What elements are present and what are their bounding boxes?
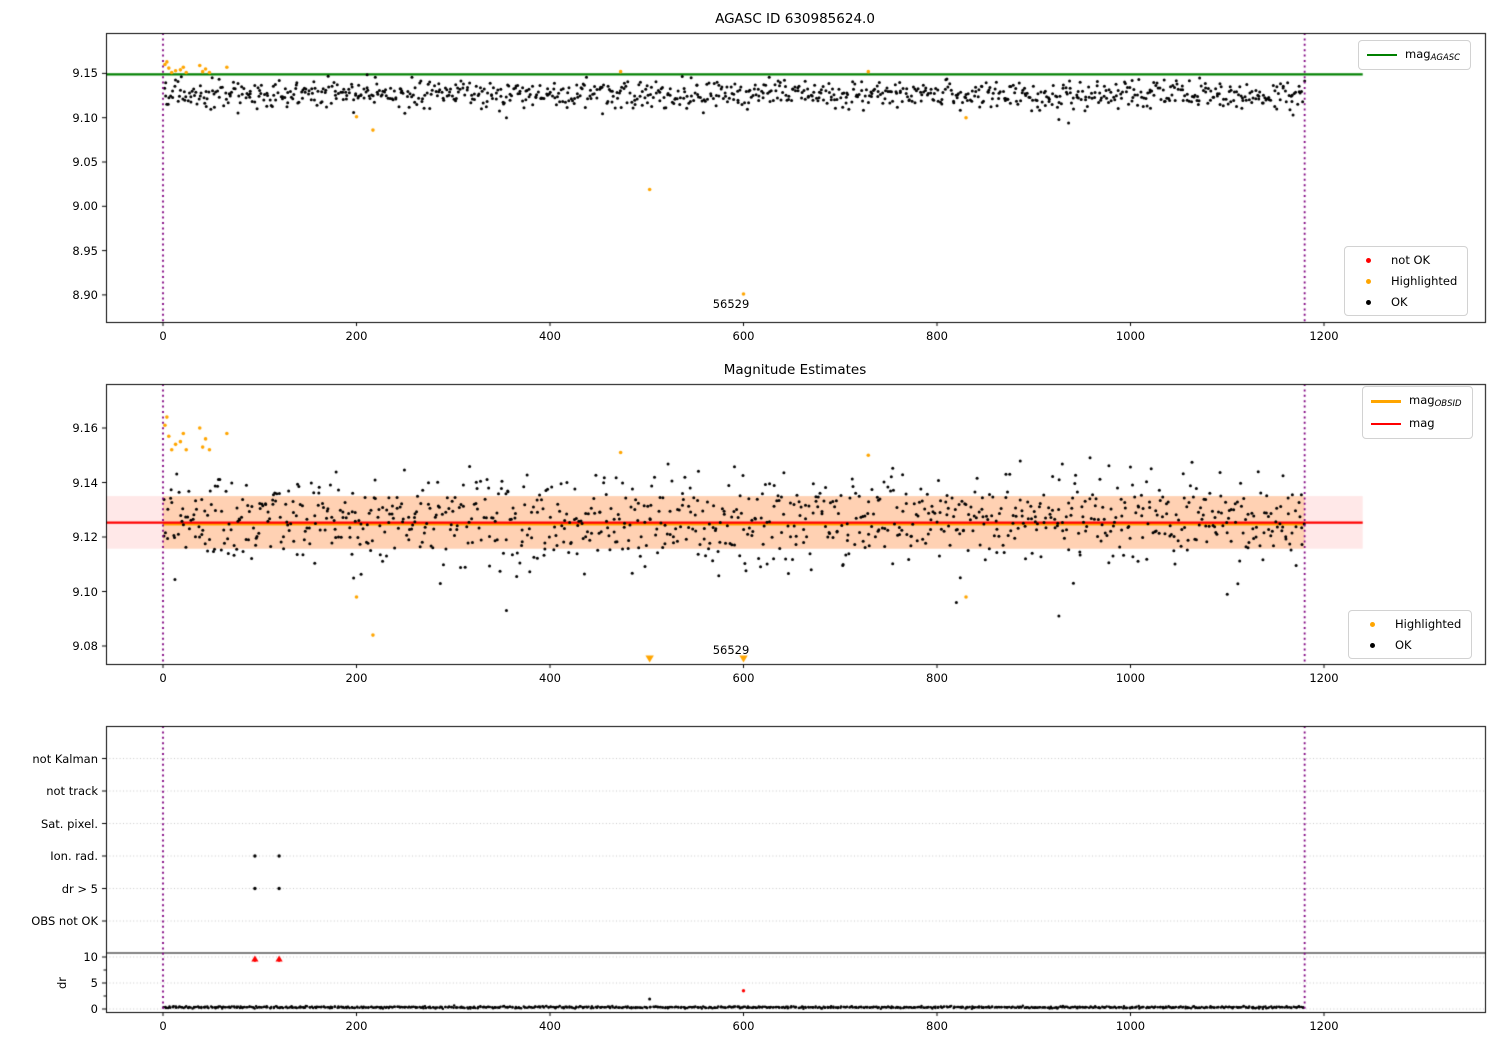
legend-label: magAGASC [1405,47,1461,63]
flag-tick-label: OBS not OK [31,914,98,928]
red-dot-swatch [1353,257,1383,263]
middle-plot-title: Magnitude Estimates [723,362,867,378]
y-tick-label: 8.95 [72,243,98,258]
x-tick-label: 1000 [1115,671,1146,685]
x-tick-label: 600 [732,329,755,343]
legend-item-highlighted: Highlighted [1357,617,1461,631]
y-tick-label: 9.15 [72,66,98,81]
flag-tick-label: not Kalman [32,751,98,766]
x-tick-label: 800 [926,671,948,685]
x-tick-label: 800 [926,329,948,343]
legend-mag-lines[interactable]: magOBSID mag [1362,386,1473,439]
black-dot-swatch [1353,299,1383,305]
y-tick-label: 8.90 [72,287,98,302]
red-line-swatch [1371,423,1401,425]
y-tick-label: 9.05 [72,155,98,169]
legend-item-highlighted: Highlighted [1353,274,1457,288]
legend-label: not OK [1391,253,1431,267]
legend-item-ok: OK [1357,638,1461,652]
top-plot-title: AGASC ID 630985624.0 [715,11,875,27]
x-tick-label: 1200 [1309,329,1339,343]
legend-item-mag-agasc: magAGASC [1367,47,1460,63]
flag-tick-label: not track [46,784,98,798]
orange-dot-swatch [1357,621,1387,627]
legend-label: OK [1391,295,1408,309]
flag-tick-label: Sat. pixel. [40,816,98,831]
legend-top-point-categories[interactable]: not OK Highlighted OK [1344,246,1469,316]
legend-label: OK [1395,638,1412,652]
x-tick-label: 600 [732,671,755,685]
legend-item-mag-obsid: magOBSID [1371,393,1462,409]
legend-label: magOBSID [1409,393,1462,409]
legend-label: mag [1409,416,1435,430]
y-tick-label: 9.12 [72,530,98,544]
x-tick-label: 0 [159,1019,167,1033]
x-tick-label: 0 [159,329,167,343]
x-tick-label: 1200 [1309,1019,1339,1033]
legend-item-ok: OK [1353,295,1457,309]
x-tick-label: 400 [539,671,561,685]
top-plot-annotation-obsid: 56529 [712,297,750,311]
x-tick-label: 200 [345,329,368,343]
flag-tick-label: dr > 5 [61,881,98,896]
flag-tick-label: Ion. rad. [50,849,98,863]
legend-label: Highlighted [1395,617,1462,631]
legend-middle-point-categories[interactable]: Highlighted OK [1348,610,1473,659]
middle-plot-annotation-obsid: 56529 [712,643,750,657]
x-tick-label: 400 [539,329,561,343]
dr-tick-label: 10 [83,950,98,964]
orange-dot-swatch [1353,278,1383,284]
x-tick-label: 400 [539,1019,561,1033]
orange-line-swatch [1371,399,1401,403]
green-line-swatch [1367,54,1397,56]
dr-tick-label: 0 [90,1002,98,1016]
x-tick-label: 0 [159,671,167,685]
x-tick-label: 200 [345,1019,368,1033]
legend-mag-agasc[interactable]: magAGASC [1358,40,1472,70]
x-tick-label: 600 [732,1019,755,1033]
legend-item-mag: mag [1371,416,1462,432]
x-tick-label: 800 [926,1019,948,1033]
y-tick-label: 9.10 [72,584,98,599]
dr-tick-label: 5 [90,976,98,990]
x-tick-label: 1000 [1115,1019,1146,1033]
x-tick-label: 1200 [1309,671,1339,685]
x-tick-label: 1000 [1115,329,1146,343]
black-dot-swatch [1357,642,1387,648]
x-tick-label: 200 [345,671,368,685]
y-tick-label: 9.00 [72,199,98,214]
legend-item-not-ok: not OK [1353,253,1457,267]
y-tick-label: 9.08 [72,639,98,653]
y-tick-label: 9.16 [72,421,98,435]
legend-label: Highlighted [1391,274,1458,288]
y-tick-label: 9.10 [72,110,98,125]
y-tick-label: 9.14 [72,475,98,490]
